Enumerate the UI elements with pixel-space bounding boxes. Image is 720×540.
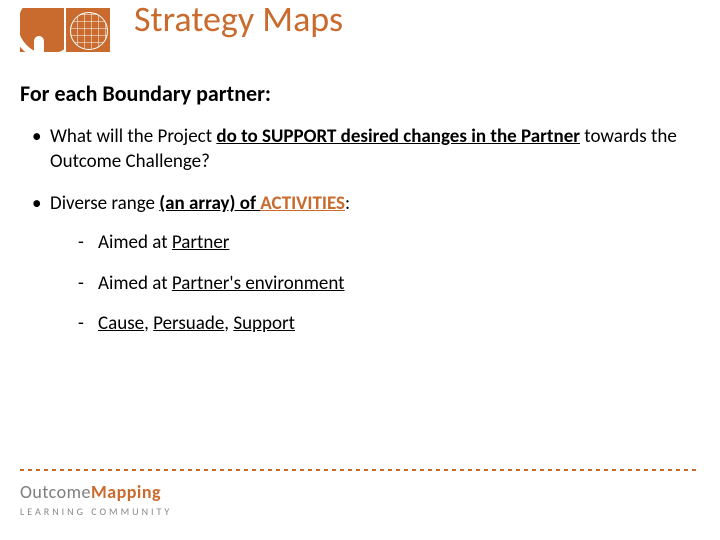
bullet-2-activities: ACTIVITIES <box>260 192 345 215</box>
bullet-2: Diverse range (an array) of ACTIVITIES: … <box>20 192 690 337</box>
logo <box>20 8 110 52</box>
bullet-1-pre: What will the Project <box>50 125 216 148</box>
footer: OutcomeMapping LEARNING COMMUNITY <box>20 469 700 518</box>
sub-2-underline: Partner's environment <box>172 272 345 295</box>
subheading: For each Boundary partner: <box>20 80 690 107</box>
sub-1-underline: Partner <box>172 231 230 254</box>
sub-2-pre: Aimed at <box>98 272 172 295</box>
bullet-2-pre: Diverse range <box>50 192 159 215</box>
sub-3-support: Support <box>233 312 295 335</box>
sub-1-pre: Aimed at <box>98 231 172 254</box>
brand-outcome: Outcome <box>20 481 91 503</box>
slide-title: Strategy Maps <box>134 0 343 40</box>
bullet-2-colon: : <box>345 192 350 215</box>
footer-subtitle: LEARNING COMMUNITY <box>20 505 700 518</box>
bullet-2-array: (an array) of <box>159 192 260 215</box>
logo-arch-icon <box>20 8 64 52</box>
logo-globe-icon <box>66 8 110 52</box>
divider-dotted <box>20 469 700 471</box>
bullet-1-underline: do to SUPPORT desired changes in the Par… <box>216 125 580 148</box>
sub-bullet-3: Cause, Persuade, Support <box>50 312 690 337</box>
brand-mapping: Mapping <box>91 481 161 503</box>
sub-bullet-1: Aimed at Partner <box>50 231 690 256</box>
slide-body: For each Boundary partner: What will the… <box>0 52 720 337</box>
sub-3-sep2: , <box>224 312 233 335</box>
sub-bullet-2: Aimed at Partner's environment <box>50 272 690 297</box>
bullet-1: What will the Project do to SUPPORT desi… <box>20 125 690 174</box>
footer-brand: OutcomeMapping <box>20 481 700 503</box>
sub-3-persuade: Persuade <box>153 312 224 335</box>
sub-3-sep1: , <box>144 312 153 335</box>
sub-3-cause: Cause <box>98 312 144 335</box>
